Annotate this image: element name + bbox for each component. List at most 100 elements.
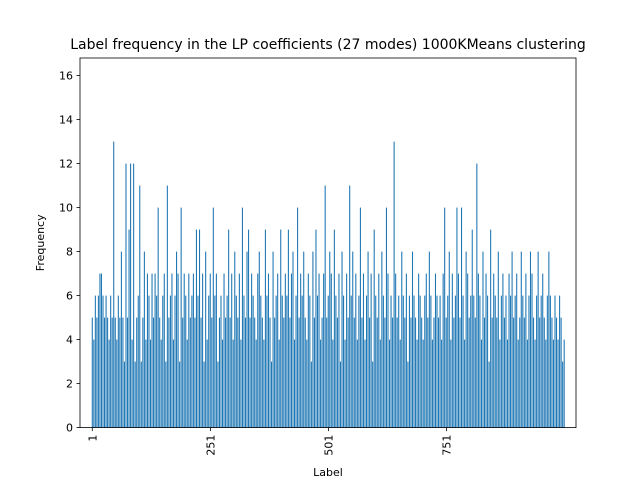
bar bbox=[249, 317, 251, 428]
bar bbox=[405, 273, 407, 428]
bar bbox=[372, 361, 374, 428]
bar bbox=[387, 273, 389, 428]
bar bbox=[344, 339, 346, 428]
y-tick-label: 8 bbox=[66, 246, 73, 259]
bar bbox=[482, 251, 484, 428]
bar bbox=[205, 251, 207, 428]
bar bbox=[510, 295, 512, 428]
bar bbox=[131, 339, 133, 428]
bar bbox=[318, 273, 320, 428]
bar bbox=[474, 317, 476, 428]
bar bbox=[407, 361, 409, 428]
bar bbox=[223, 273, 225, 428]
bar bbox=[128, 229, 130, 428]
bar bbox=[359, 207, 361, 428]
y-ticks-group: 0 2 4 6 8 10 12 14 16 bbox=[59, 70, 80, 435]
bar bbox=[341, 251, 343, 428]
bar bbox=[307, 273, 309, 428]
bar bbox=[408, 295, 410, 428]
bar bbox=[251, 273, 253, 428]
bar bbox=[431, 339, 433, 428]
bar bbox=[113, 141, 115, 428]
bar bbox=[234, 251, 236, 428]
bar bbox=[267, 273, 270, 428]
bar bbox=[496, 317, 498, 428]
bar bbox=[502, 273, 504, 428]
bar bbox=[516, 273, 518, 428]
bar bbox=[312, 251, 314, 428]
bar bbox=[396, 317, 398, 428]
y-tick-label: 6 bbox=[66, 290, 73, 303]
bar bbox=[145, 339, 147, 428]
bar bbox=[413, 295, 415, 428]
bar bbox=[246, 251, 248, 428]
bar bbox=[483, 317, 486, 428]
bar bbox=[506, 339, 509, 428]
bar bbox=[346, 273, 348, 428]
bar bbox=[549, 295, 551, 428]
bar bbox=[353, 317, 355, 428]
bar bbox=[295, 295, 297, 428]
bar bbox=[172, 339, 175, 428]
bar bbox=[401, 251, 403, 428]
bar bbox=[286, 295, 288, 428]
bar bbox=[320, 339, 322, 428]
bar bbox=[162, 295, 164, 428]
bar bbox=[176, 251, 178, 428]
bar bbox=[356, 339, 358, 428]
bar bbox=[215, 273, 217, 428]
bar bbox=[120, 251, 122, 428]
bar bbox=[473, 295, 475, 428]
bar bbox=[300, 273, 302, 428]
bar bbox=[500, 295, 502, 428]
bar bbox=[497, 251, 499, 428]
bar bbox=[177, 273, 179, 428]
y-tick-label: 12 bbox=[59, 158, 73, 171]
bar bbox=[211, 317, 213, 428]
bar bbox=[390, 295, 392, 428]
bar bbox=[293, 339, 296, 428]
bar bbox=[388, 339, 391, 428]
bar bbox=[488, 361, 490, 428]
bar bbox=[275, 295, 277, 428]
bar bbox=[281, 295, 283, 428]
bar bbox=[248, 229, 250, 428]
bar bbox=[208, 295, 210, 428]
bar bbox=[333, 229, 335, 428]
bar bbox=[117, 295, 119, 428]
bar bbox=[416, 339, 418, 428]
bar bbox=[468, 317, 470, 428]
bar bbox=[505, 295, 507, 428]
bar bbox=[559, 295, 561, 428]
bar bbox=[349, 185, 351, 428]
y-tick-label: 4 bbox=[66, 334, 73, 347]
bar bbox=[459, 317, 461, 428]
bar bbox=[398, 295, 400, 428]
bar bbox=[301, 295, 303, 428]
bar bbox=[195, 229, 197, 428]
bar bbox=[241, 207, 243, 428]
bar bbox=[169, 295, 171, 428]
bar bbox=[415, 317, 417, 428]
bar bbox=[97, 295, 99, 428]
bar bbox=[533, 317, 535, 428]
bar bbox=[557, 339, 559, 428]
bar bbox=[324, 185, 326, 428]
bar bbox=[361, 317, 363, 428]
bar bbox=[310, 361, 312, 428]
x-tick-label: 1 bbox=[86, 435, 99, 442]
bar bbox=[321, 317, 323, 428]
bar bbox=[99, 273, 101, 428]
bar bbox=[326, 317, 328, 428]
bar bbox=[542, 273, 544, 428]
bar bbox=[436, 295, 438, 428]
bar bbox=[297, 207, 299, 428]
bar bbox=[465, 251, 467, 428]
bar bbox=[425, 273, 427, 428]
bar bbox=[563, 339, 565, 428]
bar bbox=[114, 317, 116, 428]
bar bbox=[315, 229, 317, 428]
bar bbox=[352, 251, 354, 428]
y-axis-label: Frequency bbox=[34, 214, 47, 271]
bar bbox=[168, 317, 170, 428]
